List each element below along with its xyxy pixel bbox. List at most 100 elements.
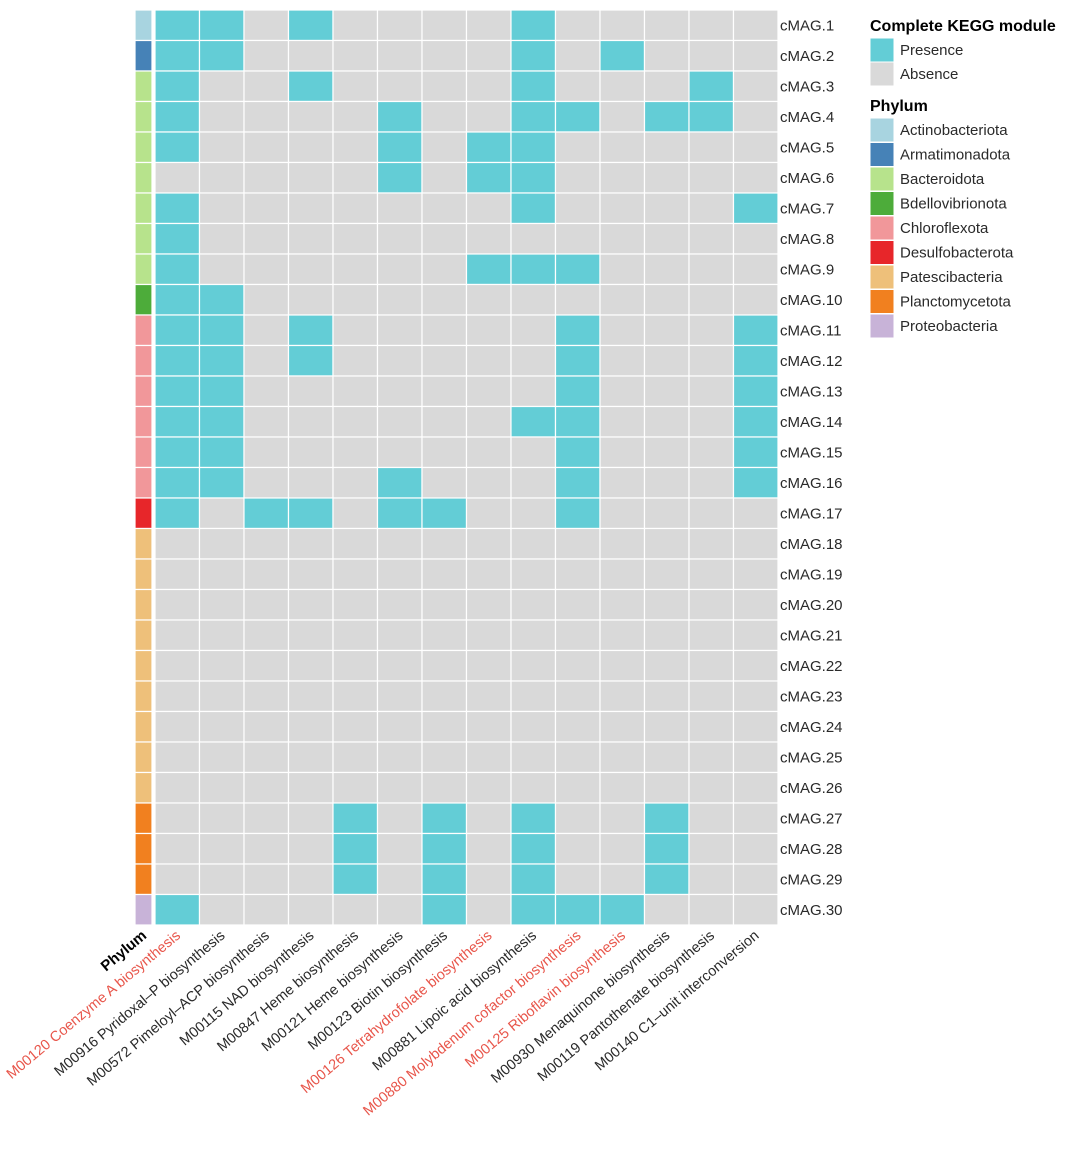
heatmap-cell [465, 192, 512, 225]
heatmap-cell [198, 863, 245, 896]
heatmap-cell [465, 649, 512, 682]
heatmap-cell [643, 70, 690, 103]
heatmap-cell [465, 161, 512, 194]
heatmap-cell [554, 375, 601, 408]
heatmap-cell [688, 863, 735, 896]
heatmap-cell [332, 253, 379, 286]
heatmap-cell [554, 39, 601, 72]
heatmap-cell [332, 832, 379, 865]
heatmap-cell [421, 283, 468, 316]
heatmap-cell [332, 802, 379, 835]
heatmap-cell [376, 283, 423, 316]
heatmap-cell [465, 283, 512, 316]
legend-label: Desulfobacterota [900, 245, 1014, 262]
heatmap-cell [243, 649, 290, 682]
heatmap-cell [643, 192, 690, 225]
heatmap-cell [154, 588, 201, 621]
phylum-cell [134, 161, 153, 194]
heatmap-cell [287, 375, 334, 408]
phylum-cell [134, 39, 153, 72]
heatmap-cell [599, 771, 646, 804]
heatmap-cell [376, 436, 423, 469]
heatmap-cell [332, 497, 379, 530]
heatmap-cell [599, 619, 646, 652]
heatmap-cell [198, 9, 245, 42]
heatmap-cell [732, 893, 779, 926]
heatmap-cell [510, 9, 557, 42]
heatmap-cell [421, 771, 468, 804]
heatmap-cell [554, 283, 601, 316]
heatmap-cell [465, 344, 512, 377]
legend-label: Proteobacteria [900, 318, 998, 335]
heatmap-cell [688, 9, 735, 42]
heatmap-cell [732, 192, 779, 225]
heatmap-cell [599, 710, 646, 743]
heatmap-cell [154, 802, 201, 835]
heatmap-cell [287, 588, 334, 621]
heatmap-cell [643, 649, 690, 682]
heatmap-cell [510, 405, 557, 438]
heatmap-cell [287, 619, 334, 652]
heatmap-cell [421, 436, 468, 469]
heatmap-cell [465, 710, 512, 743]
phylum-cell [134, 741, 153, 774]
heatmap-cell [376, 832, 423, 865]
heatmap-cell [688, 588, 735, 621]
heatmap-cell [332, 9, 379, 42]
heatmap-cell [198, 893, 245, 926]
heatmap-cell [421, 558, 468, 591]
heatmap-cell [287, 771, 334, 804]
heatmap-cell [421, 680, 468, 713]
heatmap-cell [554, 588, 601, 621]
heatmap-cell [688, 832, 735, 865]
heatmap-cell [154, 9, 201, 42]
legend-swatch [869, 166, 895, 192]
heatmap-cell [376, 9, 423, 42]
heatmap-cell [465, 222, 512, 255]
heatmap-cell [554, 527, 601, 560]
heatmap-cell [332, 466, 379, 499]
heatmap-cell [643, 131, 690, 164]
heatmap-cell [332, 222, 379, 255]
heatmap-cell [599, 466, 646, 499]
heatmap-cell [287, 9, 334, 42]
heatmap-cell [332, 314, 379, 347]
heatmap-cell [421, 588, 468, 621]
heatmap-cell [688, 741, 735, 774]
heatmap-cell [287, 527, 334, 560]
heatmap-cell [510, 771, 557, 804]
heatmap-cell [332, 771, 379, 804]
heatmap-cell [332, 710, 379, 743]
heatmap-cell [376, 588, 423, 621]
heatmap-cell [554, 436, 601, 469]
heatmap-cell [554, 710, 601, 743]
heatmap-cell [154, 832, 201, 865]
heatmap-cell [198, 131, 245, 164]
heatmap-cell [465, 9, 512, 42]
heatmap-cell [376, 39, 423, 72]
legend-swatch [869, 37, 895, 63]
heatmap-cell [510, 39, 557, 72]
heatmap-cell [732, 344, 779, 377]
heatmap-cell [465, 771, 512, 804]
heatmap-cell [287, 405, 334, 438]
heatmap-cell [732, 222, 779, 255]
heatmap-cell [510, 710, 557, 743]
legend-label: Absence [900, 66, 958, 83]
heatmap-cell [154, 893, 201, 926]
row-label: cMAG.28 [780, 841, 843, 858]
heatmap-cell [688, 283, 735, 316]
heatmap-cell [287, 344, 334, 377]
heatmap-cell [510, 253, 557, 286]
heatmap-cell [510, 619, 557, 652]
heatmap-cell [243, 710, 290, 743]
heatmap-cell [510, 588, 557, 621]
phylum-cell [134, 527, 153, 560]
heatmap-cell [154, 497, 201, 530]
phylum-cell [134, 405, 153, 438]
heatmap-cell [421, 863, 468, 896]
heatmap-cell [643, 344, 690, 377]
heatmap-cell [554, 832, 601, 865]
heatmap-cell [376, 710, 423, 743]
